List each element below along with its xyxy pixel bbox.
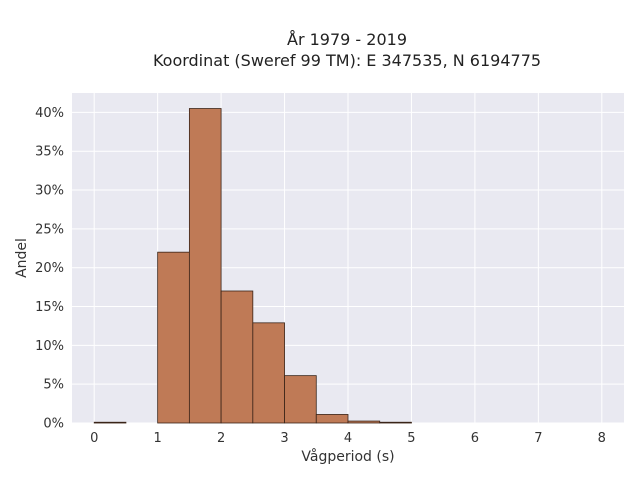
histogram-bar	[347, 420, 381, 424]
x-tick-label: 8	[598, 431, 606, 446]
y-tick-label: 30%	[35, 184, 64, 199]
x-tick-label: 0	[90, 431, 98, 446]
x-tick-label: 5	[407, 431, 415, 446]
y-tick-label: 20%	[35, 261, 64, 276]
x-tick-label: 1	[154, 431, 162, 446]
x-tick-label: 7	[534, 431, 542, 446]
x-tick-label: 6	[471, 431, 479, 446]
x-tick-label: 3	[280, 431, 288, 446]
y-tick-label: 25%	[35, 222, 64, 237]
x-tick-label: 4	[344, 431, 352, 446]
histogram-bar	[315, 414, 349, 424]
histogram-bar	[188, 108, 222, 424]
histogram-bar	[379, 421, 412, 424]
y-tick-label: 15%	[35, 300, 64, 315]
histogram-bar	[157, 251, 190, 424]
chart-title-line-1: År 1979 - 2019	[287, 30, 407, 49]
y-axis-ticks: 0% 5% 10% 15% 20% 25% 30% 35% 40%	[35, 106, 64, 432]
y-tick-label: 5%	[43, 378, 64, 393]
histogram-bar	[252, 322, 285, 424]
y-axis-title: Andel	[14, 238, 30, 278]
chart-title: År 1979 - 2019 Koordinat (Sweref 99 TM):…	[153, 30, 541, 70]
chart-title-line-2: Koordinat (Sweref 99 TM): E 347535, N 61…	[153, 51, 541, 70]
y-tick-label: 10%	[35, 339, 64, 354]
x-axis-ticks: 0 1 2 3 4 5 6 7 8	[90, 431, 606, 446]
y-tick-label: 0%	[43, 417, 64, 432]
x-tick-label: 2	[217, 431, 225, 446]
y-tick-label: 35%	[35, 145, 64, 160]
histogram-bars	[93, 108, 412, 424]
histogram-bar	[284, 375, 317, 424]
x-axis-title: Vågperiod (s)	[301, 448, 394, 465]
histogram-bar	[220, 290, 254, 424]
y-tick-label: 40%	[35, 106, 64, 121]
histogram-bar	[93, 421, 127, 424]
